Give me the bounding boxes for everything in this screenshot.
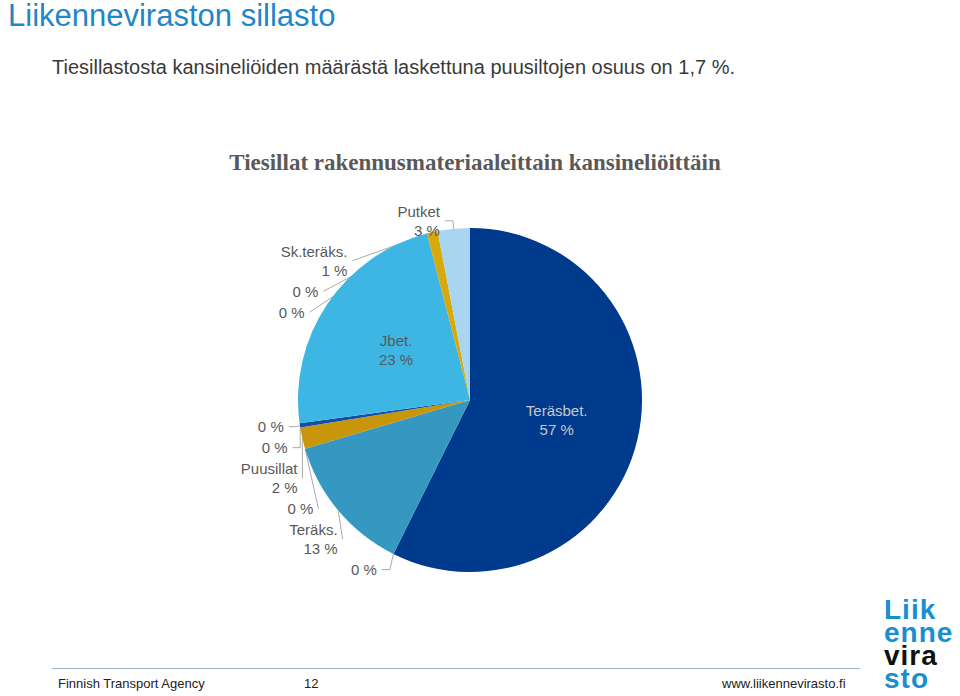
svg-text:0 %: 0 % bbox=[292, 283, 318, 300]
svg-text:3 %: 3 % bbox=[414, 222, 440, 239]
html-text:enne: enne bbox=[884, 617, 954, 648]
svg-text:Jbet.: Jbet. bbox=[380, 332, 413, 349]
svg-text:Tiesillat rakennusmateriaaleit: Tiesillat rakennusmateriaaleittain kansi… bbox=[229, 150, 721, 175]
html-text:www.liikennevirasto.fi: www.liikennevirasto.fi bbox=[722, 676, 846, 691]
html-text:Tiesillastosta kansineliöiden: Tiesillastosta kansineliöiden määrästä l… bbox=[52, 56, 735, 78]
svg-text:2 %: 2 % bbox=[272, 479, 298, 496]
svg-text:0 %: 0 % bbox=[262, 439, 288, 456]
svg-text:0 %: 0 % bbox=[279, 304, 305, 321]
svg-text:0 %: 0 % bbox=[351, 561, 377, 578]
html-text:Liik: Liik bbox=[884, 594, 937, 625]
html-text:sto: sto bbox=[884, 663, 929, 694]
svg-text:57 %: 57 % bbox=[540, 421, 574, 438]
svg-text:Putket: Putket bbox=[397, 203, 440, 220]
html-text:Finnish Transport Agency: Finnish Transport Agency bbox=[58, 676, 205, 691]
html-text:12: 12 bbox=[304, 676, 319, 691]
svg-text:Teräsbet.: Teräsbet. bbox=[526, 402, 588, 419]
svg-text:Sk.teräks.: Sk.teräks. bbox=[281, 243, 348, 260]
html-text:vira: vira bbox=[884, 640, 938, 671]
svg-text:23 %: 23 % bbox=[379, 351, 413, 368]
svg-text:Puusillat: Puusillat bbox=[241, 460, 299, 477]
svg-text:1 %: 1 % bbox=[321, 262, 347, 279]
svg-text:0 %: 0 % bbox=[258, 418, 284, 435]
svg-text:13 %: 13 % bbox=[303, 540, 337, 557]
svg-text:0 %: 0 % bbox=[288, 500, 314, 517]
svg-text:Teräks.: Teräks. bbox=[289, 521, 337, 538]
